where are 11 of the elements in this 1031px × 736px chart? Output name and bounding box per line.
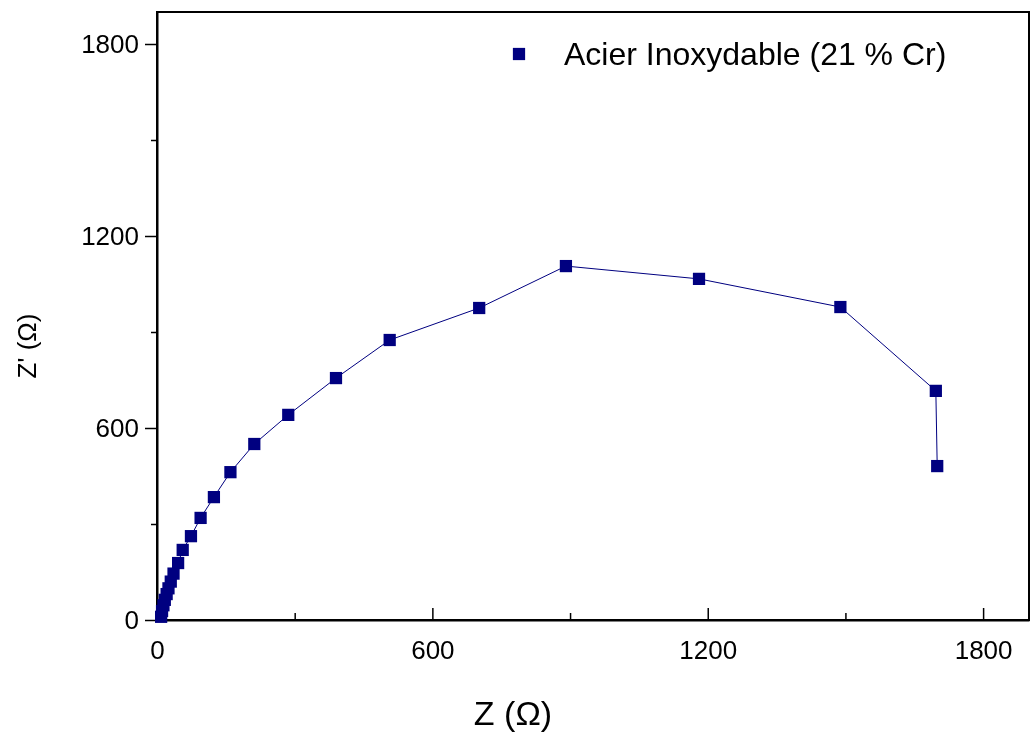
y-tick-label: 600 [95,412,139,443]
y-axis-title: Z' (Ω) [12,313,42,379]
y-tick-label: 0 [124,604,139,635]
x-tick-label: 1200 [679,634,738,665]
legend-label: Acier Inoxydable (21 % Cr) [564,36,947,72]
x-tick-label: 1800 [954,634,1013,665]
y-tick-label: 1200 [81,220,139,251]
x-tick-label: 0 [150,634,165,665]
y-tick-label: 1800 [81,28,139,59]
x-tick-label: 600 [411,634,455,665]
x-axis-title: Z (Ω) [473,694,553,732]
